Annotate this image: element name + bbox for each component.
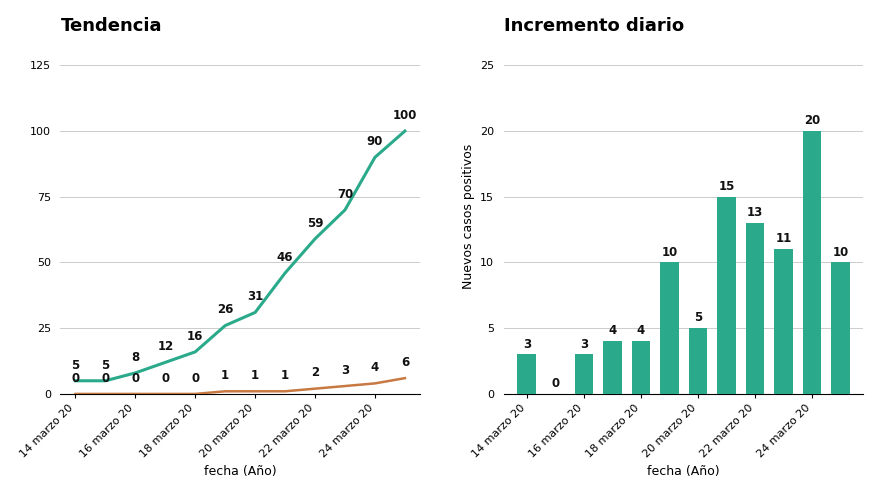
Text: Incremento diario: Incremento diario <box>504 17 684 35</box>
X-axis label: fecha (Año): fecha (Año) <box>648 465 720 478</box>
Text: 10: 10 <box>832 246 848 258</box>
Text: 26: 26 <box>217 303 233 316</box>
Text: 0: 0 <box>131 372 139 385</box>
Bar <box>603 342 621 394</box>
Bar <box>745 223 764 394</box>
Text: 1: 1 <box>251 369 260 382</box>
Bar <box>832 262 850 394</box>
Text: 3: 3 <box>523 338 531 350</box>
Text: 0: 0 <box>191 372 200 385</box>
Text: 12: 12 <box>158 340 173 353</box>
Text: 13: 13 <box>747 206 763 219</box>
Text: 2: 2 <box>311 366 319 380</box>
Bar <box>575 354 593 394</box>
Text: 0: 0 <box>161 372 169 385</box>
Text: 16: 16 <box>187 330 203 343</box>
Text: 70: 70 <box>337 188 353 200</box>
Bar <box>632 342 650 394</box>
Y-axis label: Nuevos casos positivos: Nuevos casos positivos <box>461 144 474 289</box>
Bar <box>717 197 736 394</box>
Text: 59: 59 <box>307 217 323 230</box>
Text: 5: 5 <box>101 358 109 372</box>
Bar <box>689 328 708 394</box>
Text: 0: 0 <box>71 372 79 385</box>
Text: 20: 20 <box>803 114 820 127</box>
Text: 4: 4 <box>637 324 645 338</box>
Text: 1: 1 <box>221 369 230 382</box>
Bar <box>517 354 536 394</box>
Text: 46: 46 <box>277 251 293 264</box>
Bar <box>660 262 678 394</box>
Text: 6: 6 <box>400 356 409 369</box>
Text: 3: 3 <box>341 364 349 377</box>
Text: 0: 0 <box>101 372 109 385</box>
Text: 5: 5 <box>71 358 79 372</box>
Text: 5: 5 <box>693 311 702 324</box>
Text: 8: 8 <box>131 350 140 364</box>
Text: 0: 0 <box>551 377 560 390</box>
Text: 31: 31 <box>247 290 263 303</box>
Text: 15: 15 <box>718 180 735 193</box>
Text: 4: 4 <box>608 324 617 338</box>
X-axis label: fecha (Año): fecha (Año) <box>204 465 276 478</box>
Text: 10: 10 <box>661 246 678 258</box>
Text: 1: 1 <box>281 369 290 382</box>
Text: 90: 90 <box>367 135 383 148</box>
Text: 4: 4 <box>370 361 379 374</box>
Text: 3: 3 <box>580 338 588 350</box>
Bar <box>803 131 821 394</box>
Text: 11: 11 <box>775 232 792 246</box>
Text: 100: 100 <box>392 109 417 122</box>
Text: Tendencia: Tendencia <box>61 17 162 35</box>
Bar <box>774 249 793 394</box>
